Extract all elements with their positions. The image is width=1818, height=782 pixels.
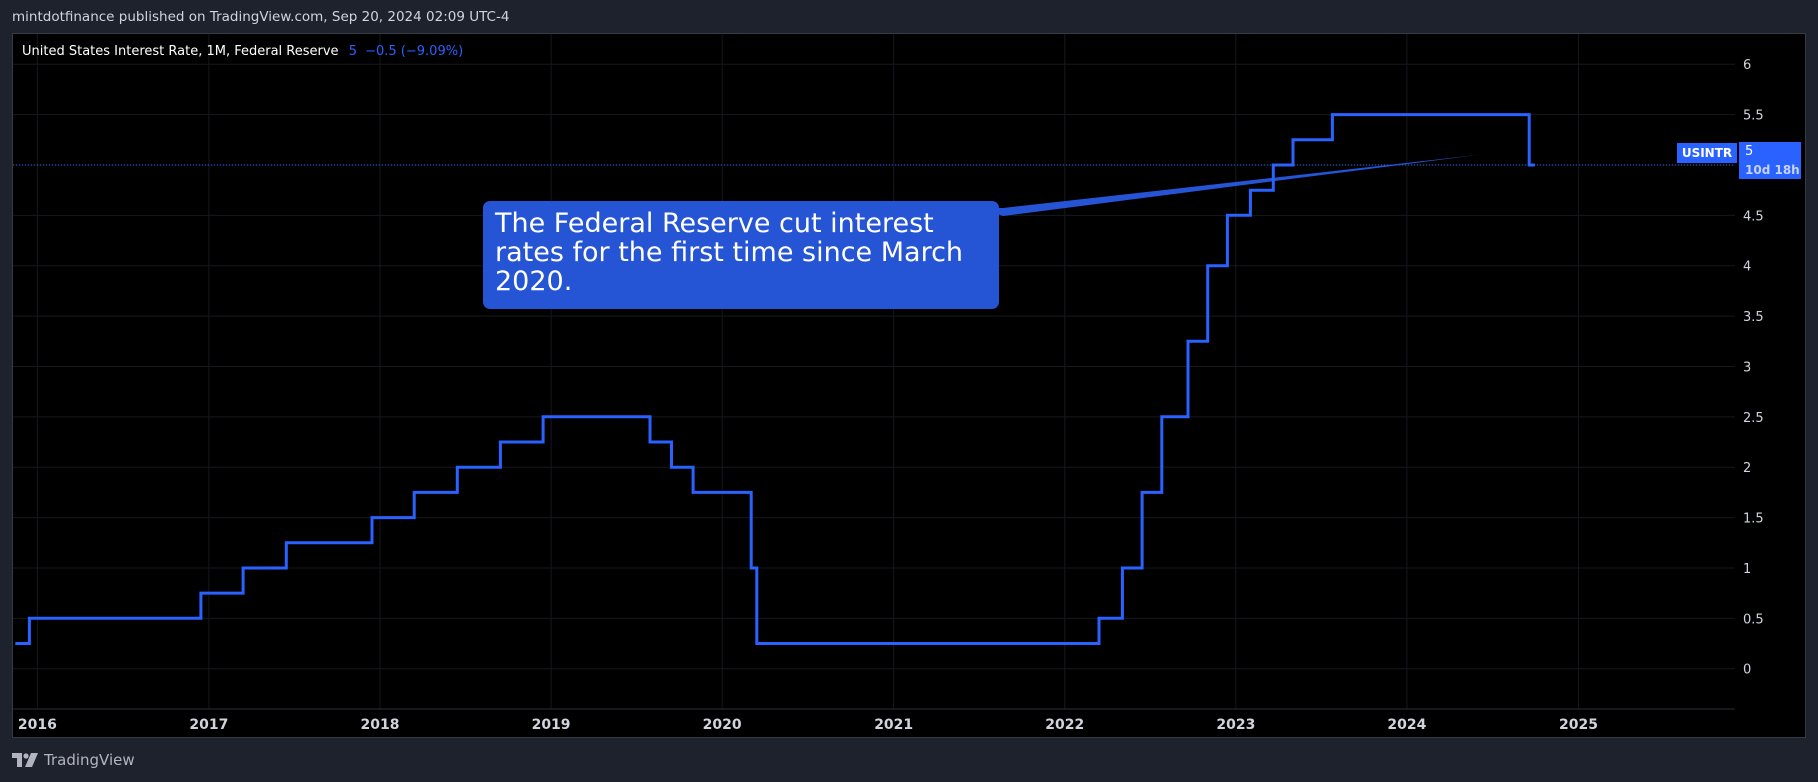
tradingview-logo-icon <box>12 753 38 767</box>
series-layer <box>15 113 1535 645</box>
grid-lines <box>13 34 1735 709</box>
y-tick-label: 6 <box>1743 58 1751 73</box>
x-axis: 2016 2017 2018 2019 2020 2021 2022 2023 2024 2025 <box>13 708 1735 733</box>
y-tick-label: 0.5 <box>1743 612 1764 627</box>
x-tick-label: 2025 <box>1559 717 1598 733</box>
x-tick-label: 2020 <box>703 717 742 733</box>
x-tick-label: 2016 <box>18 717 57 733</box>
y-tick-label: 2.5 <box>1743 411 1764 426</box>
y-tick-label: 0 <box>1743 663 1751 678</box>
price-label-value: 5 <box>1739 142 1801 162</box>
publisher-header: mintdotfinance published on TradingView.… <box>12 9 510 25</box>
y-tick-label: 5.5 <box>1743 109 1764 124</box>
footer-brand: TradingView <box>44 751 135 769</box>
x-tick-label: 2021 <box>874 717 913 733</box>
chart-legend[interactable]: United States Interest Rate, 1M, Federal… <box>22 44 463 59</box>
x-tick-label: 2023 <box>1216 717 1255 733</box>
x-tick-label: 2017 <box>189 717 228 733</box>
y-tick-label: 3.5 <box>1743 310 1764 325</box>
interest-rate-chart[interactable]: 00.511.522.533.544.555.56 20162017201820… <box>13 34 1806 738</box>
footer: TradingView <box>12 751 135 769</box>
y-tick-label: 3 <box>1743 360 1751 375</box>
series-line-usintr[interactable] <box>15 113 1535 645</box>
x-tick-label: 2024 <box>1387 717 1426 733</box>
y-tick-label: 4 <box>1743 260 1751 275</box>
price-label-countdown: 10d 18h <box>1739 162 1801 179</box>
y-tick-label: 2 <box>1743 461 1751 476</box>
x-tick-label: 2019 <box>532 717 571 733</box>
legend-title: United States Interest Rate, 1M, Federal… <box>22 44 339 59</box>
y-tick-label: 1.5 <box>1743 512 1764 527</box>
price-label-symbol: USINTR <box>1677 143 1737 163</box>
y-tick-label: 4.5 <box>1743 209 1764 224</box>
chart-area[interactable]: 00.511.522.533.544.555.56 20162017201820… <box>12 33 1806 738</box>
annotation-text: The Federal Reserve cut interest rates f… <box>495 208 964 297</box>
legend-change: −0.5 (−9.09%) <box>365 44 464 59</box>
x-tick-label: 2022 <box>1045 717 1084 733</box>
annotation-callout[interactable]: The Federal Reserve cut interest rates f… <box>483 201 999 309</box>
callout-pointer <box>981 154 1479 216</box>
x-tick-label: 2018 <box>361 717 400 733</box>
y-axis: 00.511.522.533.544.555.56 <box>1743 58 1764 677</box>
callout-pointer-wedge <box>981 154 1479 216</box>
y-tick-label: 1 <box>1743 562 1751 577</box>
price-label: USINTR 5 10d 18h <box>1677 142 1801 179</box>
legend-value: 5 <box>348 44 357 59</box>
